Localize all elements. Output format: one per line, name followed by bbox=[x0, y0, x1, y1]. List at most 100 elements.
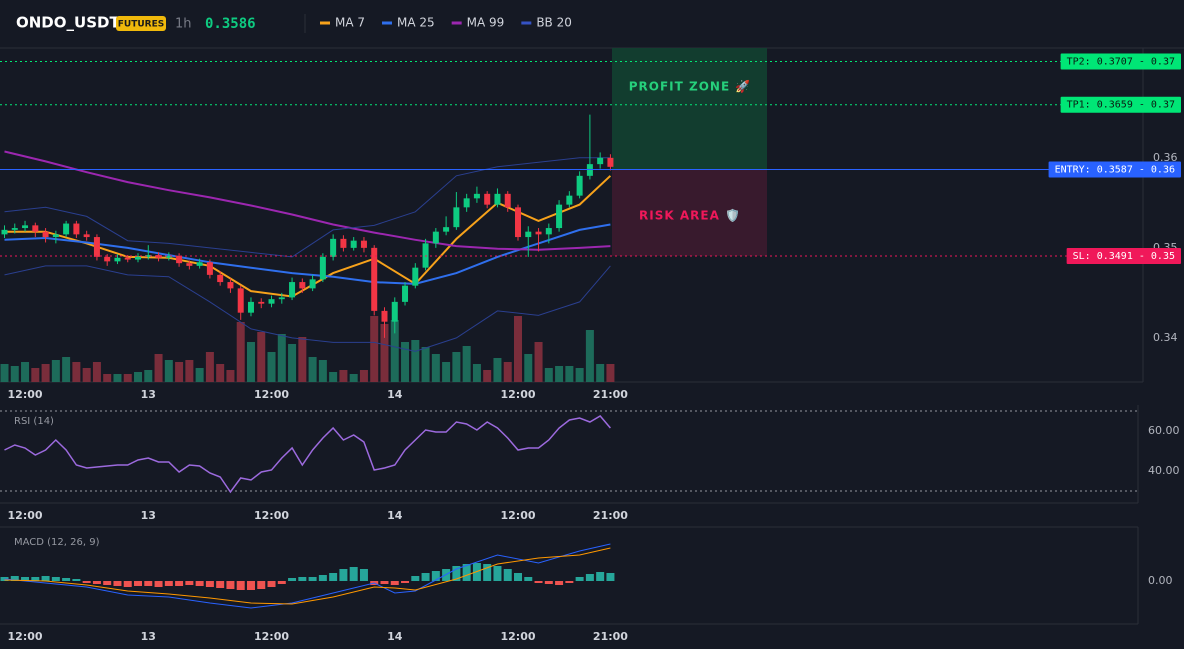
level-label-bg bbox=[1060, 96, 1181, 113]
macd-hist-bar bbox=[113, 581, 122, 586]
candle-body bbox=[165, 255, 172, 258]
candle-body bbox=[83, 234, 90, 238]
candle-body bbox=[391, 301, 398, 322]
macd-hist-bar bbox=[318, 575, 327, 581]
rsi-title: RSI (14) bbox=[14, 416, 54, 427]
macd-hist-bar bbox=[226, 581, 235, 589]
y-tick-label: 0.36 bbox=[1153, 151, 1178, 164]
level-label: ENTRY: 0.3587 - 0.36 bbox=[1055, 165, 1175, 176]
candle-body bbox=[206, 262, 213, 275]
legend-label: MA 25 bbox=[397, 16, 435, 30]
x-tick-label: 14 bbox=[387, 388, 403, 401]
volume-bar bbox=[195, 368, 204, 382]
candle-body bbox=[186, 263, 193, 266]
x-tick-label: 12:00 bbox=[8, 388, 43, 401]
risk-zone bbox=[612, 169, 767, 256]
macd-hist-bar bbox=[267, 581, 276, 587]
volume-bar bbox=[606, 364, 615, 382]
bb-lower bbox=[4, 265, 611, 352]
volume-bar bbox=[401, 342, 410, 382]
volume-bar bbox=[10, 366, 19, 382]
candle-body bbox=[504, 193, 511, 208]
volume-bar bbox=[431, 354, 440, 382]
macd-hist-bar bbox=[390, 581, 399, 585]
macd-hist-bar bbox=[503, 569, 512, 581]
symbol[interactable]: ONDO_USDT bbox=[16, 14, 120, 32]
candle-body bbox=[73, 223, 80, 235]
x-tick-label: 12:00 bbox=[8, 630, 43, 643]
volume-bar bbox=[154, 354, 163, 382]
volume-bar bbox=[226, 370, 235, 382]
candle-body bbox=[525, 231, 532, 238]
x-tick-label: 12:00 bbox=[500, 388, 535, 401]
macd-hist-bar bbox=[205, 581, 214, 587]
profit-zone bbox=[612, 48, 767, 170]
candle-body bbox=[124, 257, 131, 260]
volume-bar bbox=[123, 374, 132, 382]
volume-bar bbox=[288, 344, 297, 382]
x-tick-label: 12:00 bbox=[500, 630, 535, 643]
x-tick-label: 12:00 bbox=[254, 509, 289, 522]
macd-hist-bar bbox=[452, 566, 461, 581]
ma-line bbox=[4, 150, 611, 251]
macd-hist-bar bbox=[195, 581, 204, 586]
candle-body bbox=[176, 255, 183, 264]
x-tick-label: 21:00 bbox=[593, 388, 628, 401]
volume-bar bbox=[21, 362, 30, 382]
volume-bar bbox=[503, 362, 512, 382]
x-tick-label: 13 bbox=[141, 630, 156, 643]
macd-hist-bar bbox=[565, 581, 574, 583]
macd-hist-bar bbox=[41, 576, 50, 581]
x-tick-label: 13 bbox=[141, 509, 156, 522]
candle-body bbox=[11, 228, 18, 230]
candle-body bbox=[22, 225, 29, 229]
macd-hist-bar bbox=[575, 577, 584, 581]
macd-title: MACD (12, 26, 9) bbox=[14, 537, 100, 548]
volume-bar bbox=[555, 366, 564, 382]
volume-bar bbox=[380, 324, 389, 382]
candle-body bbox=[114, 257, 121, 262]
candle-body bbox=[402, 285, 409, 302]
macd-line bbox=[4, 543, 611, 609]
candle-body bbox=[237, 288, 244, 313]
x-tick-label: 14 bbox=[387, 509, 403, 522]
candle-body bbox=[515, 207, 521, 238]
macd-hist-bar bbox=[483, 564, 492, 581]
volume-bar bbox=[596, 364, 605, 382]
volume-bar bbox=[318, 360, 327, 382]
interval[interactable]: 1h bbox=[175, 17, 192, 32]
macd-hist-bar bbox=[144, 581, 153, 586]
macd-hist-bar bbox=[246, 581, 255, 590]
macd-hist-bar bbox=[308, 577, 317, 581]
volume-bar bbox=[483, 370, 492, 382]
macd-hist-bar bbox=[175, 581, 184, 586]
volume-bar bbox=[236, 322, 245, 382]
macd-hist-bar bbox=[421, 573, 430, 581]
volume-bar bbox=[0, 364, 9, 382]
volume-bar bbox=[308, 357, 317, 382]
volume-bar bbox=[113, 374, 122, 382]
candle-body bbox=[278, 297, 285, 300]
macd-hist-bar bbox=[123, 581, 132, 587]
last-price: 0.3586 bbox=[205, 16, 256, 32]
level-label: SL: 0.3491 - 0.35 bbox=[1073, 251, 1175, 262]
volume-bar bbox=[585, 330, 594, 382]
candle-body bbox=[319, 256, 326, 280]
volume-bar bbox=[51, 360, 60, 382]
macd-hist-bar bbox=[92, 581, 101, 584]
candle-body bbox=[556, 204, 563, 229]
level-label-bg bbox=[1060, 53, 1181, 70]
volume-bar bbox=[298, 337, 307, 382]
candle-body bbox=[381, 310, 388, 322]
volume-bar bbox=[216, 364, 225, 382]
macd-hist-bar bbox=[524, 577, 533, 581]
candle-body bbox=[330, 238, 337, 257]
y-tick-label: 0.34 bbox=[1153, 331, 1178, 344]
candle-body bbox=[453, 207, 460, 228]
macd-hist-bar bbox=[10, 576, 19, 581]
candle-body bbox=[566, 195, 573, 205]
macd-hist-bar bbox=[606, 573, 615, 581]
candle-body bbox=[535, 231, 542, 235]
